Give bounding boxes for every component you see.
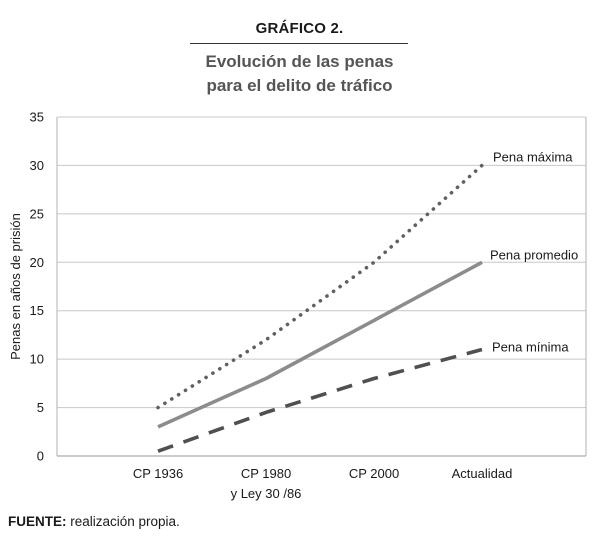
y-tick-label-0: 0 bbox=[37, 449, 44, 464]
y-tick-label-4: 20 bbox=[30, 255, 44, 270]
series-line-2 bbox=[157, 347, 483, 453]
title-rule bbox=[190, 43, 408, 44]
y-tick-label-7: 35 bbox=[30, 110, 44, 125]
y-axis-title: Penas en años de prisión bbox=[8, 213, 23, 360]
series-label-0: Pena máxima bbox=[493, 149, 573, 164]
source-note: FUENTE: realización propia. bbox=[8, 514, 180, 529]
series-line-0 bbox=[156, 163, 484, 410]
y-tick-label-6: 30 bbox=[30, 158, 44, 173]
y-tick-label-2: 10 bbox=[30, 352, 44, 367]
source-prefix: FUENTE: bbox=[8, 514, 67, 529]
y-tick-label-3: 15 bbox=[30, 303, 44, 318]
x-tick-label-3: Actualidad bbox=[452, 466, 513, 481]
series-label-2: Pena mínima bbox=[492, 339, 569, 354]
figure-label: GRÁFICO 2. bbox=[255, 20, 344, 37]
x-tick-label-2: CP 2000 bbox=[349, 466, 399, 481]
chart-title-line-1: Evolución de las penas bbox=[205, 52, 394, 71]
series-line-1 bbox=[157, 260, 483, 429]
chart-title-line-2: para el delito de tráfico bbox=[206, 76, 393, 95]
x-tick-label-1-line-1: y Ley 30 /86 bbox=[231, 486, 302, 501]
x-tick-label-0: CP 1936 bbox=[133, 466, 183, 481]
series-label-1: Pena promedio bbox=[490, 247, 578, 262]
y-tick-label-5: 25 bbox=[30, 206, 44, 221]
x-tick-label-1: CP 1980 bbox=[241, 466, 291, 481]
y-tick-label-1: 5 bbox=[37, 400, 44, 415]
source-text: realización propia. bbox=[66, 514, 180, 529]
